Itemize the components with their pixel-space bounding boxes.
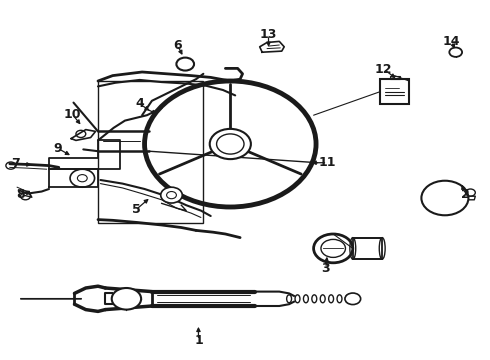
Text: 1: 1 [194,334,203,347]
Circle shape [421,181,468,215]
Text: 8: 8 [16,188,25,201]
Circle shape [161,187,182,203]
Text: 3: 3 [321,262,330,275]
Text: 5: 5 [132,203,141,216]
Text: 7: 7 [11,157,20,170]
Bar [98,81,203,223]
Text: 14: 14 [443,35,461,48]
Circle shape [345,293,361,305]
Text: 9: 9 [53,142,62,155]
Bar [390,76,400,79]
Bar [380,79,409,104]
Text: 12: 12 [375,63,392,76]
Text: 13: 13 [260,28,277,41]
Bar [353,238,382,259]
Circle shape [210,129,251,159]
Text: 4: 4 [135,97,144,110]
Circle shape [449,48,462,57]
Text: 2: 2 [461,188,470,201]
Text: 6: 6 [173,39,182,51]
Circle shape [112,288,141,310]
Bar [217,138,244,150]
Circle shape [176,58,194,71]
Text: 10: 10 [64,108,81,121]
Text: 11: 11 [318,156,336,169]
